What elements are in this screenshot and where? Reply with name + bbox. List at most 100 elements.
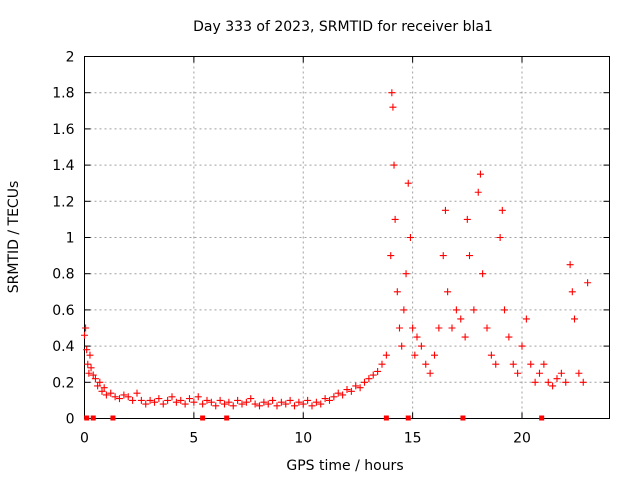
data-point — [409, 324, 417, 332]
data-point — [260, 398, 268, 406]
data-point — [120, 391, 128, 399]
data-point — [107, 389, 115, 397]
data-point — [505, 333, 513, 341]
y-tick-label: 0.2 — [52, 375, 74, 391]
data-point — [544, 378, 552, 386]
data-point — [190, 398, 198, 406]
zero-level-marker — [539, 415, 545, 421]
data-point — [282, 400, 290, 408]
data-point — [234, 396, 242, 404]
data-point — [496, 234, 504, 241]
data-point — [330, 393, 338, 401]
data-point — [199, 400, 207, 408]
data-point — [457, 315, 465, 323]
y-tick-label: 1 — [66, 231, 75, 247]
x-tick-label: 10 — [294, 431, 312, 447]
data-point — [466, 252, 473, 260]
data-point — [229, 402, 237, 410]
data-point — [461, 333, 469, 341]
data-point — [207, 398, 215, 406]
data-point — [463, 215, 471, 223]
data-point — [304, 396, 312, 404]
y-tick-label: 2 — [66, 50, 75, 66]
data-point — [312, 398, 320, 406]
zero-level-marker — [200, 415, 206, 421]
data-point — [352, 382, 360, 390]
x-tick-label: 20 — [513, 431, 531, 447]
data-point — [299, 400, 307, 408]
data-point — [151, 398, 158, 406]
data-point — [514, 369, 522, 377]
data-point — [509, 360, 517, 368]
data-point — [177, 396, 185, 404]
data-point — [431, 351, 438, 359]
data-point — [361, 378, 368, 386]
data-point — [295, 398, 303, 406]
data-point — [444, 288, 452, 296]
data-points — [81, 89, 592, 421]
y-tick-label: 1.2 — [52, 194, 74, 210]
data-point — [398, 342, 406, 350]
y-tick-label: 1.4 — [52, 158, 74, 174]
data-point — [391, 215, 399, 223]
data-point — [393, 288, 401, 296]
y-tick-label: 0.4 — [52, 339, 74, 355]
data-point — [100, 384, 108, 392]
data-point — [172, 398, 180, 406]
data-point — [137, 396, 145, 404]
data-point — [164, 396, 172, 404]
data-point — [221, 400, 228, 408]
chart-title: Day 333 of 2023, SRMTID for receiver bla… — [193, 19, 493, 35]
data-point — [396, 324, 403, 332]
zero-level-marker — [110, 415, 116, 421]
data-point — [212, 402, 220, 410]
zero-level-marker — [84, 415, 90, 421]
data-point — [146, 396, 154, 404]
data-point — [98, 387, 106, 395]
data-point — [439, 252, 447, 260]
data-point — [536, 369, 543, 377]
data-point — [356, 384, 364, 392]
data-point — [251, 400, 259, 408]
data-point — [584, 279, 592, 287]
zero-level-marker — [224, 415, 230, 421]
data-point — [411, 351, 419, 359]
data-point — [417, 342, 425, 350]
data-point — [321, 395, 329, 403]
x-tick-labels: 0 5 10 15 20 — [80, 431, 531, 447]
data-point — [334, 389, 342, 397]
zero-level-marker — [460, 415, 466, 421]
data-point — [203, 396, 211, 404]
data-point — [435, 324, 443, 332]
data-point — [102, 391, 110, 399]
data-point — [308, 402, 316, 410]
data-point — [181, 400, 189, 408]
data-point — [557, 369, 565, 377]
data-point — [216, 396, 224, 404]
data-point — [326, 396, 333, 404]
data-point — [242, 398, 250, 406]
data-point — [540, 360, 548, 368]
y-tick-label: 1.8 — [52, 86, 74, 102]
data-point — [264, 400, 272, 408]
y-tick-label: 1.6 — [52, 122, 74, 138]
data-point — [86, 351, 94, 359]
y-tick-label: 0.8 — [52, 267, 74, 283]
data-point — [474, 188, 482, 196]
data-point — [159, 400, 167, 408]
data-point — [388, 89, 396, 97]
y-tick-label: 0 — [66, 412, 75, 428]
data-point — [194, 393, 202, 401]
data-point — [406, 234, 414, 241]
zero-level-marker — [383, 415, 389, 421]
data-point — [116, 395, 123, 403]
data-point — [111, 393, 119, 401]
data-point — [85, 369, 93, 377]
data-point — [96, 378, 104, 386]
data-point — [404, 179, 412, 187]
data-point — [317, 400, 325, 408]
data-point — [84, 360, 92, 368]
data-point — [487, 351, 495, 359]
